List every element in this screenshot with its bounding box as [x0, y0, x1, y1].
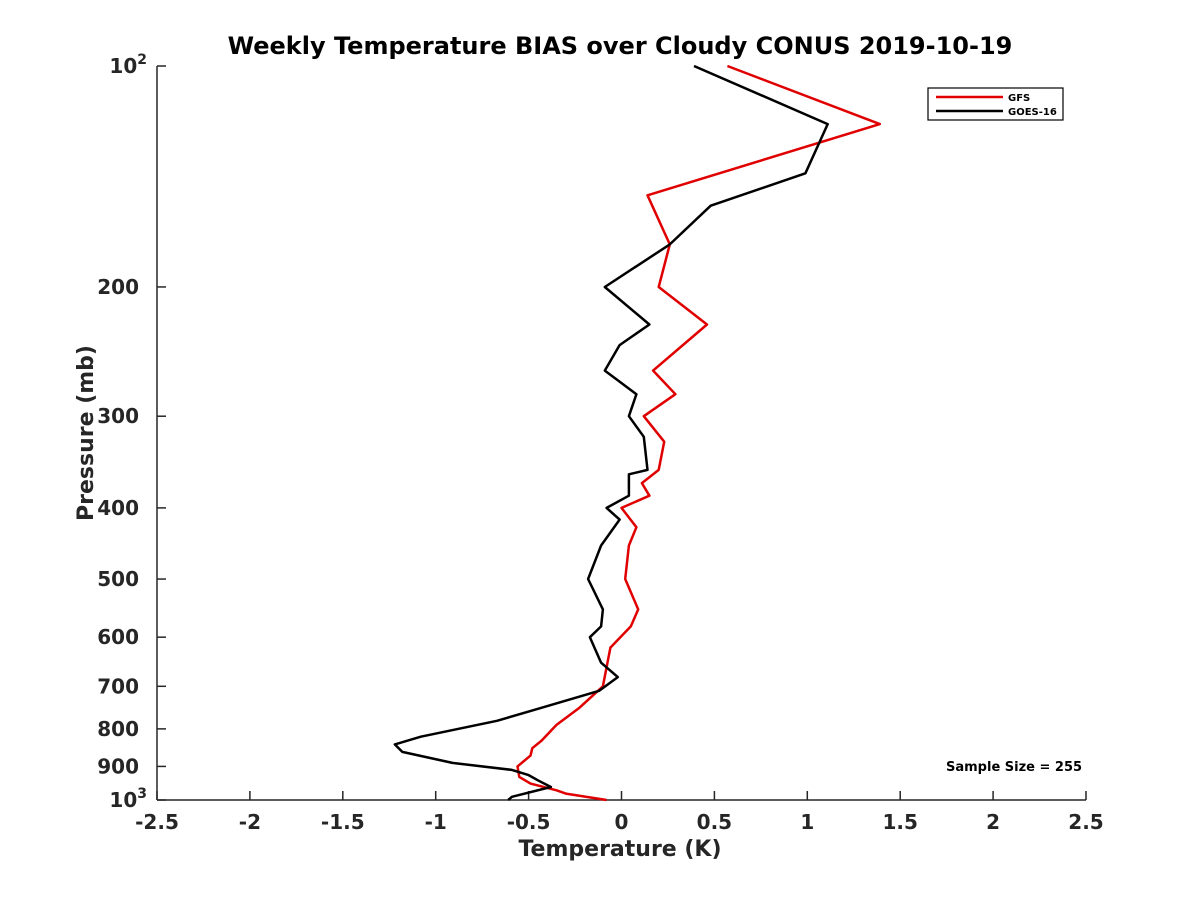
x-tick-label: -0.5: [507, 810, 551, 834]
series-line-gfs: [516, 64, 882, 802]
y-tick-label: 102: [109, 52, 147, 78]
chart-title: Weekly Temperature BIAS over Cloudy CONU…: [228, 32, 1013, 60]
y-tick-label: 400: [97, 496, 139, 520]
y-tick-label: 800: [97, 717, 139, 741]
x-tick-label: 0.5: [697, 810, 732, 834]
x-tick-label: 0: [615, 810, 629, 834]
y-tick-label-base: 10: [109, 54, 137, 78]
y-tick-label: 300: [97, 404, 139, 428]
sample-size-annotation: Sample Size = 255: [946, 760, 1082, 775]
legend: GFS GOES-16: [927, 87, 1064, 121]
x-tick-label: 1.5: [882, 810, 917, 834]
x-tick-label: -1: [425, 810, 447, 834]
y-axis-label: Pressure (mb): [74, 345, 99, 521]
y-tick-label: 500: [97, 567, 139, 591]
y-tick-label-base: 10: [109, 788, 137, 812]
y-tick-label-exponent: 2: [137, 52, 147, 68]
x-tick-label: -1.5: [321, 810, 365, 834]
x-axis-label: Temperature (K): [518, 837, 721, 862]
y-tick-label: 900: [97, 754, 139, 778]
x-tick-label: 2: [986, 810, 1000, 834]
x-tick-label: -2: [239, 810, 261, 834]
series-line-goes-16: [393, 64, 829, 801]
x-tick-label: -2.5: [135, 810, 179, 834]
legend-label-gfs: GFS: [1008, 93, 1030, 104]
y-tick-label: 600: [97, 625, 139, 649]
y-tick-label: 200: [97, 275, 139, 299]
x-tick-label: 2.5: [1068, 810, 1103, 834]
legend-label-goes16: GOES-16: [1008, 107, 1057, 118]
plot-area: -2.5 -2 -1.5 -1 -0.5 0 0.5 1 1.5 2 2.5102200300400…: [97, 52, 1103, 834]
y-tick-label-exponent: 3: [137, 786, 147, 802]
y-tick-label: 700: [97, 674, 139, 698]
y-tick-label: 103: [109, 786, 147, 812]
x-tick-label: 1: [800, 810, 814, 834]
legend-box: [927, 87, 1064, 121]
